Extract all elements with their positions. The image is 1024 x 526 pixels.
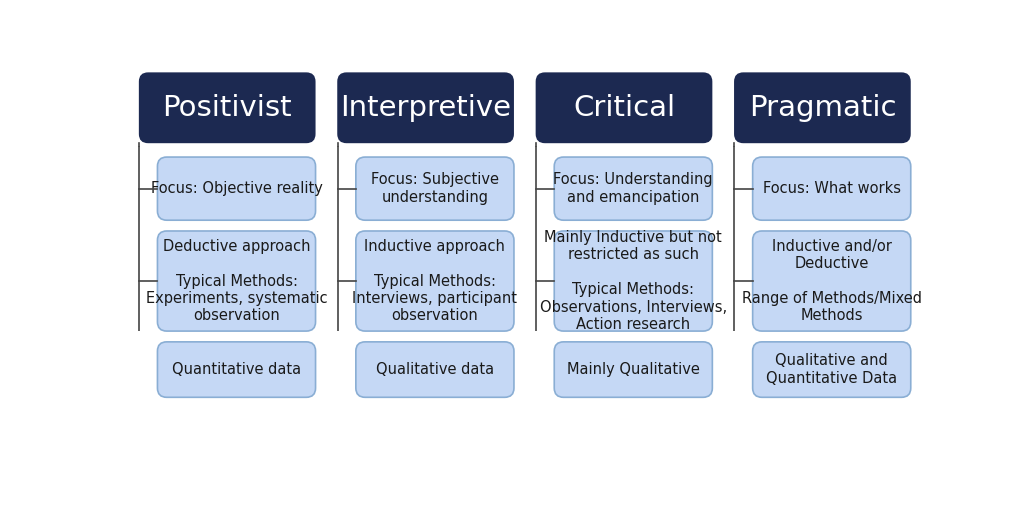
Text: Critical: Critical xyxy=(573,94,675,122)
Text: Qualitative data: Qualitative data xyxy=(376,362,494,377)
FancyBboxPatch shape xyxy=(753,231,910,331)
Text: Interpretive: Interpretive xyxy=(340,94,511,122)
Text: Focus: What works: Focus: What works xyxy=(763,181,901,196)
Text: Mainly Qualitative: Mainly Qualitative xyxy=(567,362,699,377)
FancyBboxPatch shape xyxy=(753,342,910,397)
Text: Deductive approach

Typical Methods:
Experiments, systematic
observation: Deductive approach Typical Methods: Expe… xyxy=(145,239,328,323)
FancyBboxPatch shape xyxy=(753,157,910,220)
Text: Focus: Objective reality: Focus: Objective reality xyxy=(151,181,323,196)
FancyBboxPatch shape xyxy=(554,231,713,331)
Text: Qualitative and
Quantitative Data: Qualitative and Quantitative Data xyxy=(766,353,897,386)
Text: Pragmatic: Pragmatic xyxy=(749,94,896,122)
FancyBboxPatch shape xyxy=(158,342,315,397)
FancyBboxPatch shape xyxy=(158,231,315,331)
Text: Mainly Inductive but not
restricted as such

Typical Methods:
Observations, Inte: Mainly Inductive but not restricted as s… xyxy=(540,230,727,332)
FancyBboxPatch shape xyxy=(554,342,713,397)
Text: Focus: Subjective
understanding: Focus: Subjective understanding xyxy=(371,173,499,205)
FancyBboxPatch shape xyxy=(356,231,514,331)
FancyBboxPatch shape xyxy=(337,73,514,143)
Text: Quantitative data: Quantitative data xyxy=(172,362,301,377)
Text: Inductive and/or
Deductive

Range of Methods/Mixed
Methods: Inductive and/or Deductive Range of Meth… xyxy=(741,239,922,323)
FancyBboxPatch shape xyxy=(158,157,315,220)
FancyBboxPatch shape xyxy=(536,73,713,143)
FancyBboxPatch shape xyxy=(356,157,514,220)
Text: Positivist: Positivist xyxy=(163,94,292,122)
Text: Inductive approach

Typical Methods:
Interviews, participant
observation: Inductive approach Typical Methods: Inte… xyxy=(352,239,517,323)
Text: Focus: Understanding
and emancipation: Focus: Understanding and emancipation xyxy=(554,173,713,205)
FancyBboxPatch shape xyxy=(356,342,514,397)
FancyBboxPatch shape xyxy=(554,157,713,220)
FancyBboxPatch shape xyxy=(734,73,910,143)
FancyBboxPatch shape xyxy=(139,73,315,143)
